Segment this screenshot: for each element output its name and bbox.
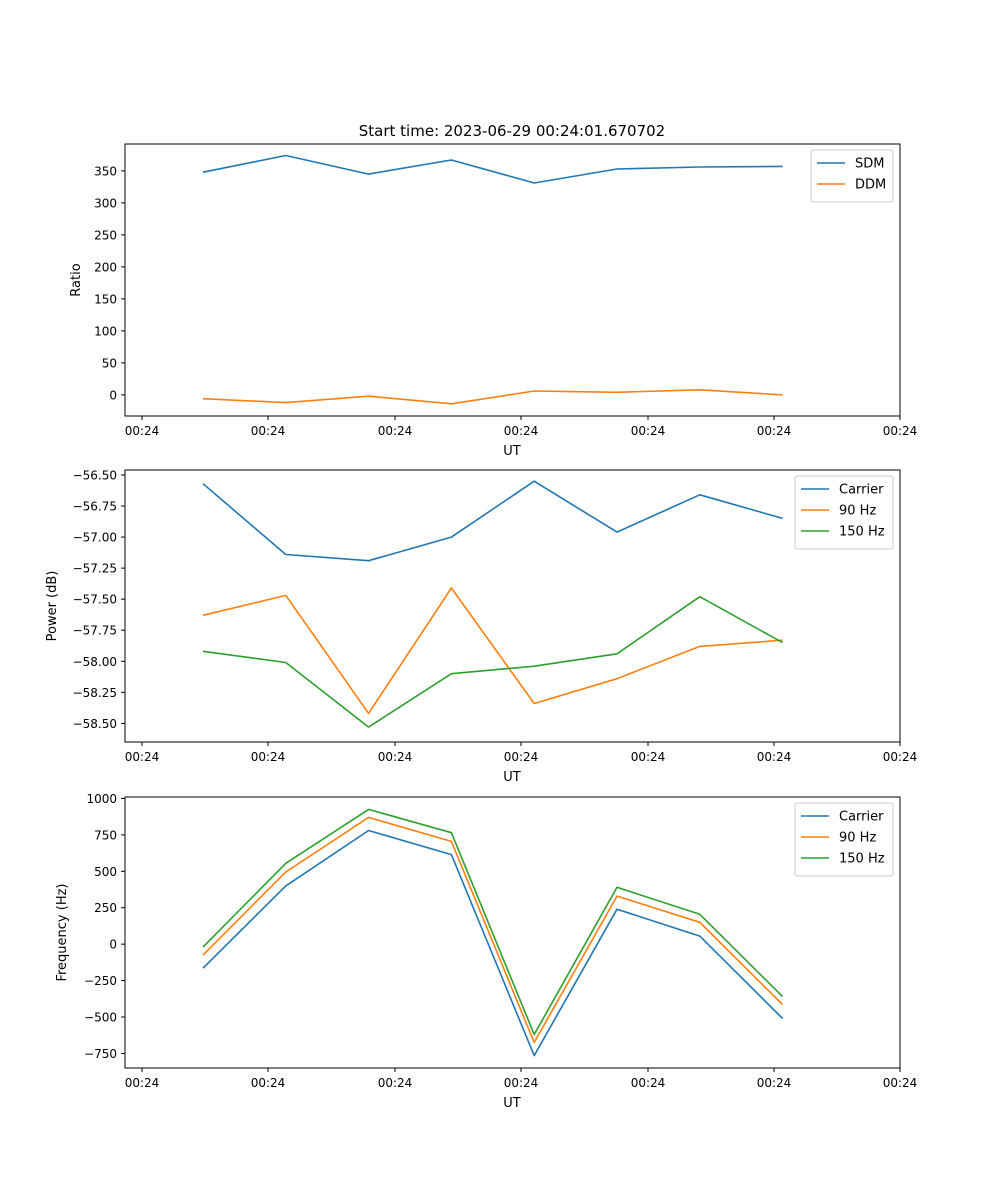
x-tick-label: 00:24 (504, 1076, 539, 1090)
y-tick-label: 250 (94, 901, 117, 915)
axes-frame (124, 469, 901, 743)
x-tick-label: 00:24 (757, 750, 792, 764)
x-axis-label: UT (503, 444, 521, 459)
legend-label: SDM (855, 157, 884, 172)
y-tick-label: −58.25 (73, 686, 117, 700)
legend-label: 150 Hz (839, 852, 885, 867)
x-tick-label: 00:24 (757, 1076, 792, 1090)
x-tick-label: 00:24 (883, 1076, 918, 1090)
legend-label: 150 Hz (839, 525, 885, 540)
y-tick-label: 250 (94, 228, 117, 242)
series-line-ddm (202, 388, 783, 405)
series-line-150-hz (202, 808, 784, 1036)
axes-frame (124, 796, 901, 1069)
y-tick-label: −56.50 (73, 468, 117, 482)
x-tick-label: 00:24 (504, 750, 539, 764)
y-tick-label: −58.00 (73, 655, 117, 669)
x-tick-label: 00:24 (251, 750, 286, 764)
x-tick-label: 00:24 (631, 1076, 666, 1090)
x-tick-label: 00:24 (757, 424, 792, 438)
series-line-carrier (202, 829, 784, 1057)
series-line-sdm (202, 154, 783, 184)
y-tick-label: −250 (84, 974, 117, 988)
axes-frame (124, 143, 901, 417)
y-tick-label: −57.00 (73, 531, 117, 545)
x-tick-label: 00:24 (504, 424, 539, 438)
y-tick-label: −58.50 (73, 717, 117, 731)
x-tick-label: 00:24 (251, 424, 286, 438)
figure-title: Start time: 2023-06-29 00:24:01.670702 (359, 122, 665, 140)
legend-label: DDM (855, 178, 886, 193)
series-line-90-hz (202, 816, 784, 1044)
series-line-150-hz (202, 595, 783, 728)
y-tick-label: 1000 (86, 792, 117, 806)
y-tick-label: 0 (109, 938, 117, 952)
y-axis-label: Power (dB) (45, 571, 60, 642)
y-tick-label: 500 (94, 865, 117, 879)
x-tick-label: 00:24 (125, 424, 160, 438)
x-tick-label: 00:24 (883, 750, 918, 764)
y-tick-label: 50 (102, 356, 117, 370)
legend-label: 90 Hz (839, 831, 876, 846)
series-line-carrier (202, 480, 783, 562)
y-tick-label: −57.75 (73, 624, 117, 638)
legend: Carrier 90 Hz 150 Hz (794, 475, 894, 550)
x-tick-label: 00:24 (378, 1076, 413, 1090)
y-tick-label: 150 (94, 292, 117, 306)
y-tick-label: 750 (94, 828, 117, 842)
panel-3: 00:24 00:24 00:24 00:24 00:24 00:24 00:24 UT 100… (55, 792, 917, 1111)
y-tick-label: −56.75 (73, 500, 117, 514)
x-tick-label: 00:24 (631, 424, 666, 438)
y-tick-label: 300 (94, 196, 117, 210)
x-tick-label: 00:24 (251, 1076, 286, 1090)
y-axis-label: Frequency (Hz) (55, 883, 70, 981)
x-axis-label: UT (503, 1096, 521, 1111)
y-tick-label: −500 (84, 1011, 117, 1025)
panels: 00:24 00:24 00:24 00:24 00:24 00:24 00:24 UT 0 50… (45, 143, 918, 1111)
x-tick-label: 00:24 (125, 750, 160, 764)
y-tick-label: 350 (94, 164, 117, 178)
legend-label: Carrier (839, 810, 884, 825)
legend: Carrier 90 Hz 150 Hz (794, 802, 894, 877)
panel-2: 00:24 00:24 00:24 00:24 00:24 00:24 00:24 UT −56… (45, 468, 917, 785)
y-tick-label: 100 (94, 324, 117, 338)
y-tick-label: −57.25 (73, 562, 117, 576)
y-tick-label: −57.50 (73, 593, 117, 607)
x-tick-label: 00:24 (125, 1076, 160, 1090)
y-tick-label: 0 (109, 388, 117, 402)
x-tick-label: 00:24 (378, 750, 413, 764)
x-tick-label: 00:24 (631, 750, 666, 764)
y-tick-label: −750 (84, 1047, 117, 1061)
x-tick-label: 00:24 (883, 424, 918, 438)
y-tick-label: 200 (94, 260, 117, 274)
legend-label: Carrier (839, 483, 884, 498)
x-axis-label: UT (503, 770, 521, 785)
y-axis-label: Ratio (69, 263, 84, 296)
legend: SDM DDM (810, 149, 894, 203)
legend-label: 90 Hz (839, 504, 876, 519)
x-tick-label: 00:24 (378, 424, 413, 438)
series-line-90-hz (202, 587, 783, 715)
panel-1: 00:24 00:24 00:24 00:24 00:24 00:24 00:24 UT 0 50… (69, 143, 918, 459)
